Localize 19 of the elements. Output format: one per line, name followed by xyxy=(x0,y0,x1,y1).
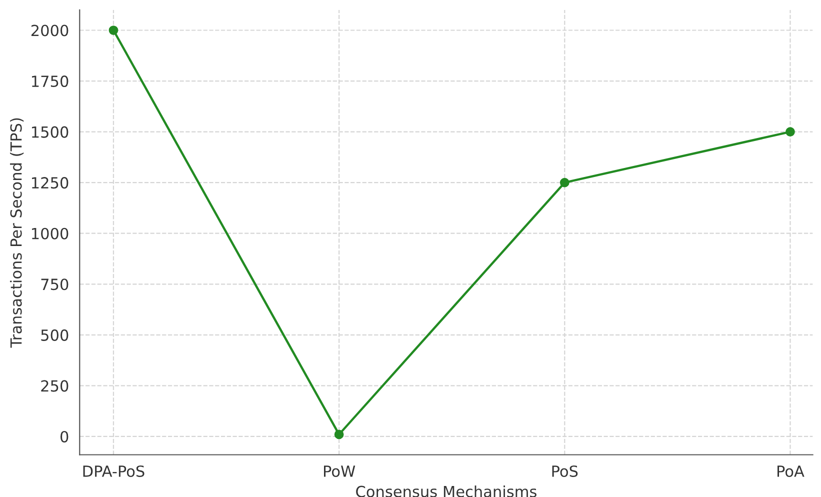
y-tick-label: 1500 xyxy=(32,126,68,138)
y-tick-label: 1000 xyxy=(32,228,68,240)
y-axis-title: Transactions Per Second (TPS) xyxy=(10,118,24,348)
x-tick-label: PoW xyxy=(324,466,356,477)
y-tick-label: 2000 xyxy=(31,24,68,36)
y-tick-label: 250 xyxy=(41,380,68,392)
y-tick-label: 750 xyxy=(41,278,68,290)
x-tick-label: PoA xyxy=(778,466,804,477)
point xyxy=(786,127,795,136)
point xyxy=(334,430,344,440)
y-tick-label: 500 xyxy=(41,329,68,341)
x-tick-label: PoS xyxy=(552,465,578,477)
y-tick-label: 0 xyxy=(60,430,68,442)
y-tick-label: 1750 xyxy=(32,75,68,88)
point xyxy=(560,178,570,188)
y-tick-label: 1250 xyxy=(32,177,68,189)
x-axis-title: Consensus Mechanisms xyxy=(356,486,536,497)
point xyxy=(108,26,118,35)
x-tick-label: DPA-PoS xyxy=(83,465,144,477)
